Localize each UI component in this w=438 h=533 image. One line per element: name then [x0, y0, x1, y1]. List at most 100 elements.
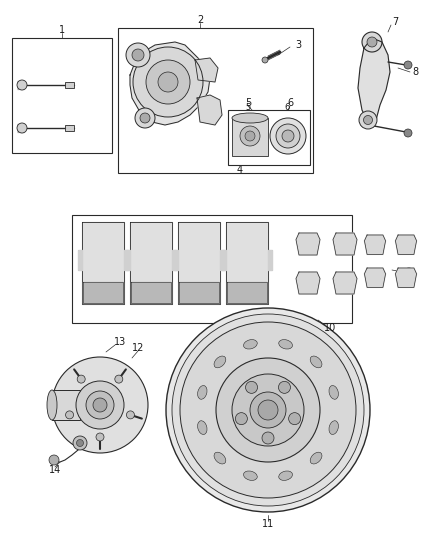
Circle shape — [49, 455, 59, 465]
Bar — [228, 110, 310, 165]
Circle shape — [240, 126, 260, 146]
Bar — [52, 390, 80, 420]
Circle shape — [158, 72, 178, 92]
Circle shape — [96, 433, 104, 441]
Ellipse shape — [244, 340, 257, 349]
Polygon shape — [364, 268, 385, 287]
Text: 7: 7 — [392, 17, 398, 27]
Polygon shape — [364, 235, 385, 254]
Circle shape — [359, 111, 377, 129]
Ellipse shape — [310, 356, 322, 368]
Bar — [65, 82, 74, 88]
Polygon shape — [296, 272, 320, 294]
Circle shape — [367, 37, 377, 47]
Circle shape — [282, 130, 294, 142]
Bar — [12, 38, 112, 153]
Bar — [118, 28, 313, 173]
Ellipse shape — [310, 452, 322, 464]
Polygon shape — [220, 250, 224, 270]
Polygon shape — [130, 222, 172, 304]
Circle shape — [279, 381, 290, 393]
Circle shape — [246, 381, 258, 393]
Ellipse shape — [279, 340, 293, 349]
Text: 1: 1 — [59, 25, 65, 35]
Polygon shape — [222, 250, 226, 270]
Bar — [232, 118, 268, 156]
Circle shape — [17, 123, 27, 133]
Circle shape — [404, 61, 412, 69]
Text: 5: 5 — [245, 98, 251, 108]
Circle shape — [115, 375, 123, 383]
Circle shape — [146, 60, 190, 104]
Polygon shape — [131, 282, 171, 303]
Text: 8: 8 — [412, 67, 418, 77]
Circle shape — [262, 432, 274, 444]
Ellipse shape — [329, 385, 339, 399]
Polygon shape — [195, 58, 218, 82]
Bar — [72, 215, 352, 323]
Ellipse shape — [198, 385, 207, 399]
Ellipse shape — [47, 390, 57, 420]
Circle shape — [258, 400, 278, 420]
Circle shape — [166, 308, 370, 512]
Circle shape — [133, 47, 203, 117]
Polygon shape — [197, 95, 222, 125]
Circle shape — [289, 413, 300, 425]
Circle shape — [93, 398, 107, 412]
Circle shape — [250, 392, 286, 428]
Text: 12: 12 — [132, 343, 144, 353]
Ellipse shape — [198, 421, 207, 434]
Polygon shape — [83, 282, 123, 303]
Text: 10: 10 — [324, 323, 336, 333]
Circle shape — [127, 411, 134, 419]
Polygon shape — [78, 250, 82, 270]
Circle shape — [76, 381, 124, 429]
Text: 6: 6 — [287, 98, 293, 108]
Polygon shape — [333, 272, 357, 294]
Text: 11: 11 — [262, 519, 274, 529]
Polygon shape — [396, 235, 417, 254]
Text: 13: 13 — [114, 337, 126, 347]
Polygon shape — [179, 282, 219, 303]
Circle shape — [66, 411, 74, 419]
Circle shape — [52, 357, 148, 453]
Polygon shape — [396, 268, 417, 287]
Text: 6: 6 — [284, 103, 290, 112]
Polygon shape — [178, 222, 220, 304]
Circle shape — [77, 375, 85, 383]
Ellipse shape — [244, 471, 257, 480]
Ellipse shape — [214, 356, 226, 368]
Text: 5: 5 — [245, 103, 251, 112]
Circle shape — [276, 124, 300, 148]
Circle shape — [135, 108, 155, 128]
Circle shape — [180, 322, 356, 498]
Polygon shape — [124, 250, 128, 270]
Ellipse shape — [214, 452, 226, 464]
Circle shape — [364, 116, 372, 125]
Circle shape — [86, 391, 114, 419]
Circle shape — [235, 413, 247, 425]
Polygon shape — [358, 38, 390, 125]
Polygon shape — [126, 250, 130, 270]
Circle shape — [262, 57, 268, 63]
Circle shape — [17, 80, 27, 90]
Circle shape — [232, 374, 304, 446]
Text: 2: 2 — [197, 15, 203, 25]
Ellipse shape — [329, 421, 339, 434]
Circle shape — [270, 118, 306, 154]
Polygon shape — [174, 250, 178, 270]
Circle shape — [140, 113, 150, 123]
Polygon shape — [333, 233, 357, 255]
Circle shape — [216, 358, 320, 462]
Circle shape — [245, 131, 255, 141]
Polygon shape — [268, 250, 272, 270]
Bar — [65, 125, 74, 131]
Polygon shape — [172, 250, 176, 270]
Circle shape — [132, 49, 144, 61]
Text: 4: 4 — [237, 165, 243, 175]
Text: 14: 14 — [49, 465, 61, 475]
Circle shape — [73, 436, 87, 450]
Ellipse shape — [279, 471, 293, 480]
Polygon shape — [226, 222, 268, 304]
Circle shape — [172, 314, 364, 506]
